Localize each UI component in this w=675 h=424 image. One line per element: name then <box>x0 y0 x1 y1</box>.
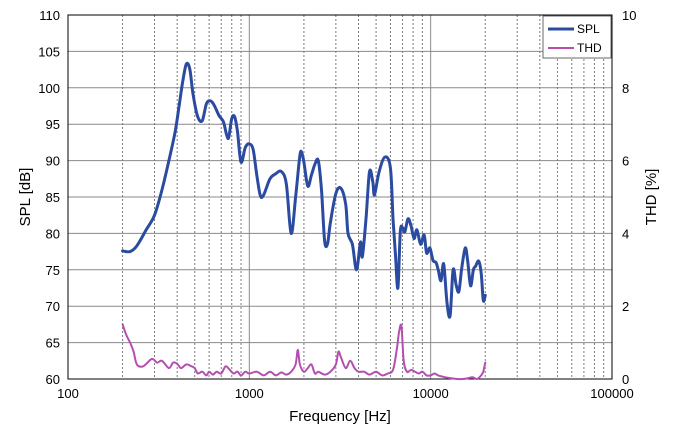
x-tick-label: 1000 <box>235 386 264 401</box>
y-right-tick-label: 10 <box>622 8 636 23</box>
y-left-tick-labels: 60 65 70 75 80 85 90 95 100 105 110 <box>38 8 60 387</box>
legend-label-thd: THD <box>577 41 602 55</box>
x-axis-label: Frequency [Hz] <box>289 408 391 424</box>
x-tick-label: 10000 <box>413 386 449 401</box>
y-left-tick-label: 95 <box>46 117 60 132</box>
series-layer <box>121 61 487 381</box>
y-left-tick-label: 105 <box>38 44 60 59</box>
y-right-axis-label: THD [%] <box>643 169 660 226</box>
series-line-spl <box>121 61 487 319</box>
y-left-tick-label: 85 <box>46 190 60 205</box>
y-right-tick-label: 6 <box>622 154 629 169</box>
series-line-thd <box>121 323 487 381</box>
y-right-tick-label: 8 <box>622 81 629 96</box>
grid <box>68 15 612 379</box>
y-left-tick-label: 75 <box>46 263 60 278</box>
y-right-tick-label: 4 <box>622 226 629 241</box>
legend-box <box>542 15 612 59</box>
y-right-tick-labels: 0 2 4 6 8 10 <box>622 8 636 387</box>
y-left-tick-label: 100 <box>38 81 60 96</box>
y-left-tick-label: 110 <box>39 8 60 23</box>
legend-label-spl: SPL <box>577 22 600 36</box>
x-tick-labels: 100 1000 10000 100000 <box>57 386 634 401</box>
y-left-axis-label: SPL [dB] <box>17 168 34 227</box>
y-right-tick-label: 0 <box>622 372 629 387</box>
y-right-tick-label: 2 <box>622 299 629 314</box>
x-tick-label: 100000 <box>590 386 633 401</box>
y-left-tick-label: 90 <box>46 154 60 169</box>
plot-frame <box>67 14 613 380</box>
x-tick-label: 100 <box>57 386 79 401</box>
y-left-tick-label: 70 <box>46 299 60 314</box>
y-left-tick-label: 80 <box>46 226 60 241</box>
y-left-tick-label: 65 <box>46 336 60 351</box>
y-left-tick-label: 60 <box>46 372 60 387</box>
legend: SPL THD <box>542 15 612 59</box>
